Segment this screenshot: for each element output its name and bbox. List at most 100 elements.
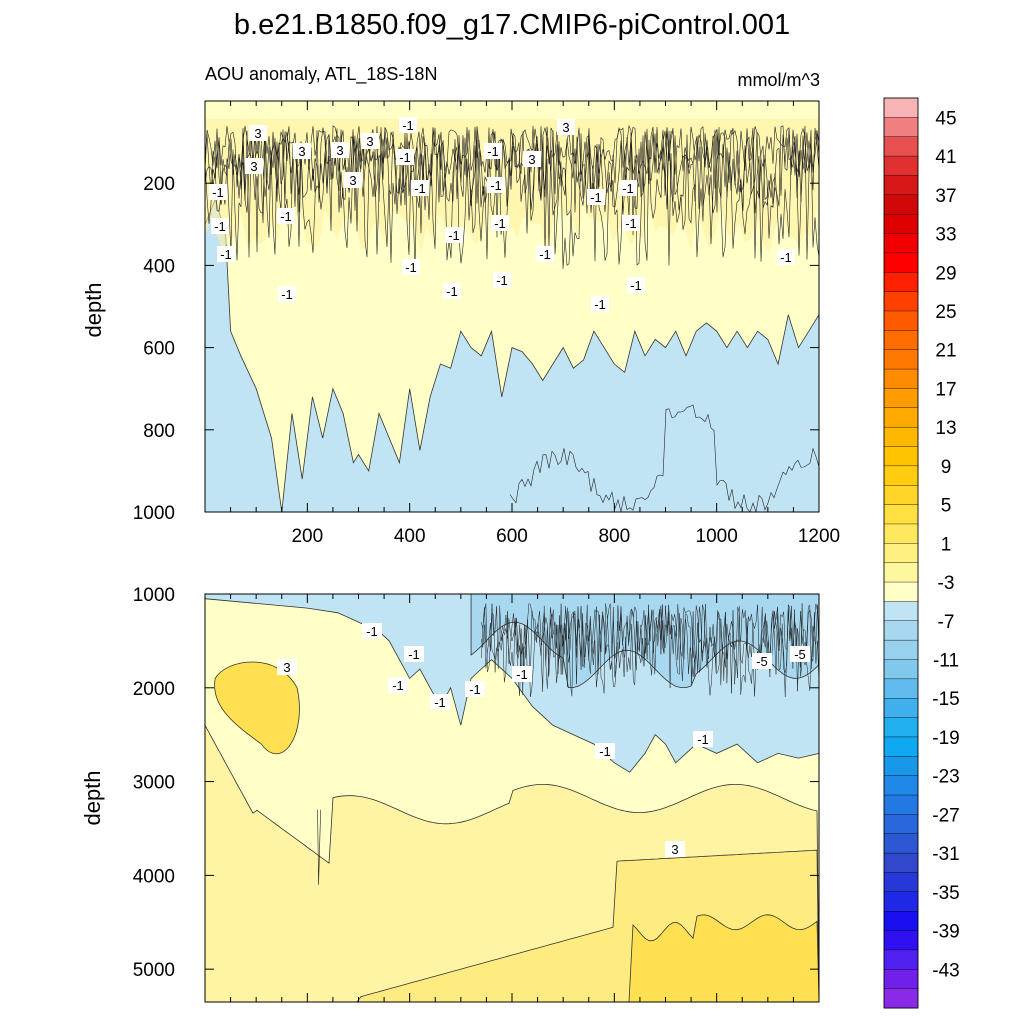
svg-text:-1: -1 — [405, 260, 417, 275]
svg-text:3: 3 — [336, 143, 343, 158]
svg-text:-1: -1 — [434, 695, 446, 710]
colorbar-swatch — [883, 988, 919, 1009]
y-tick-label: 600 — [143, 339, 175, 360]
colorbar-swatch — [883, 349, 919, 370]
colorbar-swatch — [883, 581, 919, 602]
contour-label: -1 — [278, 286, 296, 302]
upper-negative-region — [204, 198, 820, 513]
contour-label: 3 — [523, 151, 541, 167]
contour-label: 3 — [361, 133, 379, 149]
svg-text:-1: -1 — [516, 667, 528, 682]
contour-label: -1 — [627, 277, 645, 293]
svg-text:-1: -1 — [697, 732, 709, 747]
svg-text:3: 3 — [366, 134, 373, 149]
lower-contour-labels: 3 3 -1 -1 -1 -1 -1 -1 -1 -1 -5 -5 — [277, 623, 810, 857]
svg-text:3: 3 — [349, 173, 356, 188]
colorbar-swatch — [883, 388, 919, 409]
colorbar-swatch — [883, 678, 919, 699]
contour-label: -1 — [396, 149, 414, 165]
x-tick-label: 400 — [394, 526, 426, 547]
y-tick-label: 5000 — [133, 960, 175, 981]
y-tick-label: 2000 — [133, 679, 175, 700]
colorbar-swatch — [883, 969, 919, 990]
colorbar-swatch — [883, 891, 919, 912]
colorbar-swatch — [883, 310, 919, 331]
contour-label: -1 — [388, 677, 408, 693]
colorbar-swatch — [883, 117, 919, 138]
colorbar-swatch — [883, 775, 919, 796]
y-tick-label: 200 — [143, 174, 175, 195]
contour-label: -1 — [536, 246, 554, 262]
svg-text:-1: -1 — [487, 144, 499, 159]
svg-text:3: 3 — [254, 126, 261, 141]
svg-text:-1: -1 — [402, 118, 414, 133]
x-tick-label: 600 — [496, 526, 528, 547]
svg-text:-1: -1 — [469, 682, 481, 697]
contour-label: -1 — [404, 646, 424, 662]
colorbar-swatch — [883, 485, 919, 506]
colorbar-label: 41 — [935, 147, 956, 168]
contour-label: -1 — [445, 227, 463, 243]
colorbar-swatch — [883, 736, 919, 757]
colorbar-frame — [883, 97, 919, 1009]
svg-text:3: 3 — [283, 660, 290, 675]
colorbar-label: -27 — [932, 805, 959, 826]
svg-text:3: 3 — [562, 120, 569, 135]
colorbar-swatch — [883, 910, 919, 932]
colorbar-label: 13 — [935, 418, 956, 439]
contour-label: -1 — [362, 623, 382, 639]
colorbar-label: -11 — [933, 651, 959, 672]
contour-label: 3 — [293, 143, 311, 159]
colorbar-swatch — [883, 659, 919, 680]
colorbar-label: -3 — [938, 573, 955, 594]
colorbar-label: 1 — [941, 534, 952, 555]
contour-label: -1 — [217, 246, 235, 262]
contour-label: -1 — [465, 681, 485, 697]
colorbar-swatch — [883, 794, 919, 815]
colorbar-label: -19 — [932, 728, 959, 749]
contour-label: -1 — [487, 177, 505, 193]
contour-line — [481, 603, 820, 678]
upper-y-axis-label: depth — [81, 282, 106, 337]
contour-label: 3 — [557, 119, 575, 135]
colorbar-label: 17 — [935, 379, 956, 400]
colorbar-swatch — [883, 814, 919, 835]
y-tick-label: 1000 — [133, 585, 175, 606]
colorbar-label: -15 — [932, 689, 959, 710]
svg-text:-1: -1 — [399, 150, 411, 165]
colorbar-swatch — [883, 523, 919, 544]
colorbar-swatch — [883, 233, 919, 254]
y-tick-label: 1000 — [133, 503, 175, 524]
colorbar-swatch — [883, 639, 919, 660]
lower-west-positive-blob — [214, 661, 300, 755]
figure-title: b.e21.B1850.f09_g17.CMIP6-piControl.001 — [234, 9, 790, 41]
colorbar-swatch — [883, 426, 919, 448]
contour-label: 3 — [344, 172, 362, 188]
svg-text:-1: -1 — [496, 273, 508, 288]
upper-contour-lines — [204, 124, 820, 513]
lower-y-axis: 1000 2000 3000 4000 5000 — [133, 585, 819, 981]
colorbar-label: 33 — [935, 225, 956, 246]
svg-text:-1: -1 — [280, 209, 292, 224]
svg-text:3: 3 — [298, 144, 305, 159]
svg-text:-5: -5 — [794, 647, 806, 662]
colorbar-swatch — [883, 330, 919, 351]
svg-text:-1: -1 — [220, 247, 232, 262]
colorbar-swatch — [883, 872, 919, 893]
colorbar-swatch — [883, 175, 919, 196]
colorbar-swatch — [883, 291, 919, 312]
svg-text:-1: -1 — [539, 247, 551, 262]
colorbar-swatch — [883, 213, 919, 235]
svg-text:-1: -1 — [446, 284, 458, 299]
colorbar-swatch — [883, 852, 919, 873]
y-tick-label: 4000 — [133, 866, 175, 887]
colorbar-swatch — [883, 194, 919, 215]
upper-title-right: mmol/m^3 — [738, 70, 820, 90]
x-tick-label: 200 — [291, 526, 323, 547]
colorbar-label: 9 — [941, 457, 952, 478]
contour-label: 3 — [665, 841, 685, 857]
svg-text:3: 3 — [250, 159, 257, 174]
svg-text:-1: -1 — [414, 181, 426, 196]
lower-x-axis — [204, 594, 820, 1002]
contour-label: -1 — [211, 218, 229, 234]
